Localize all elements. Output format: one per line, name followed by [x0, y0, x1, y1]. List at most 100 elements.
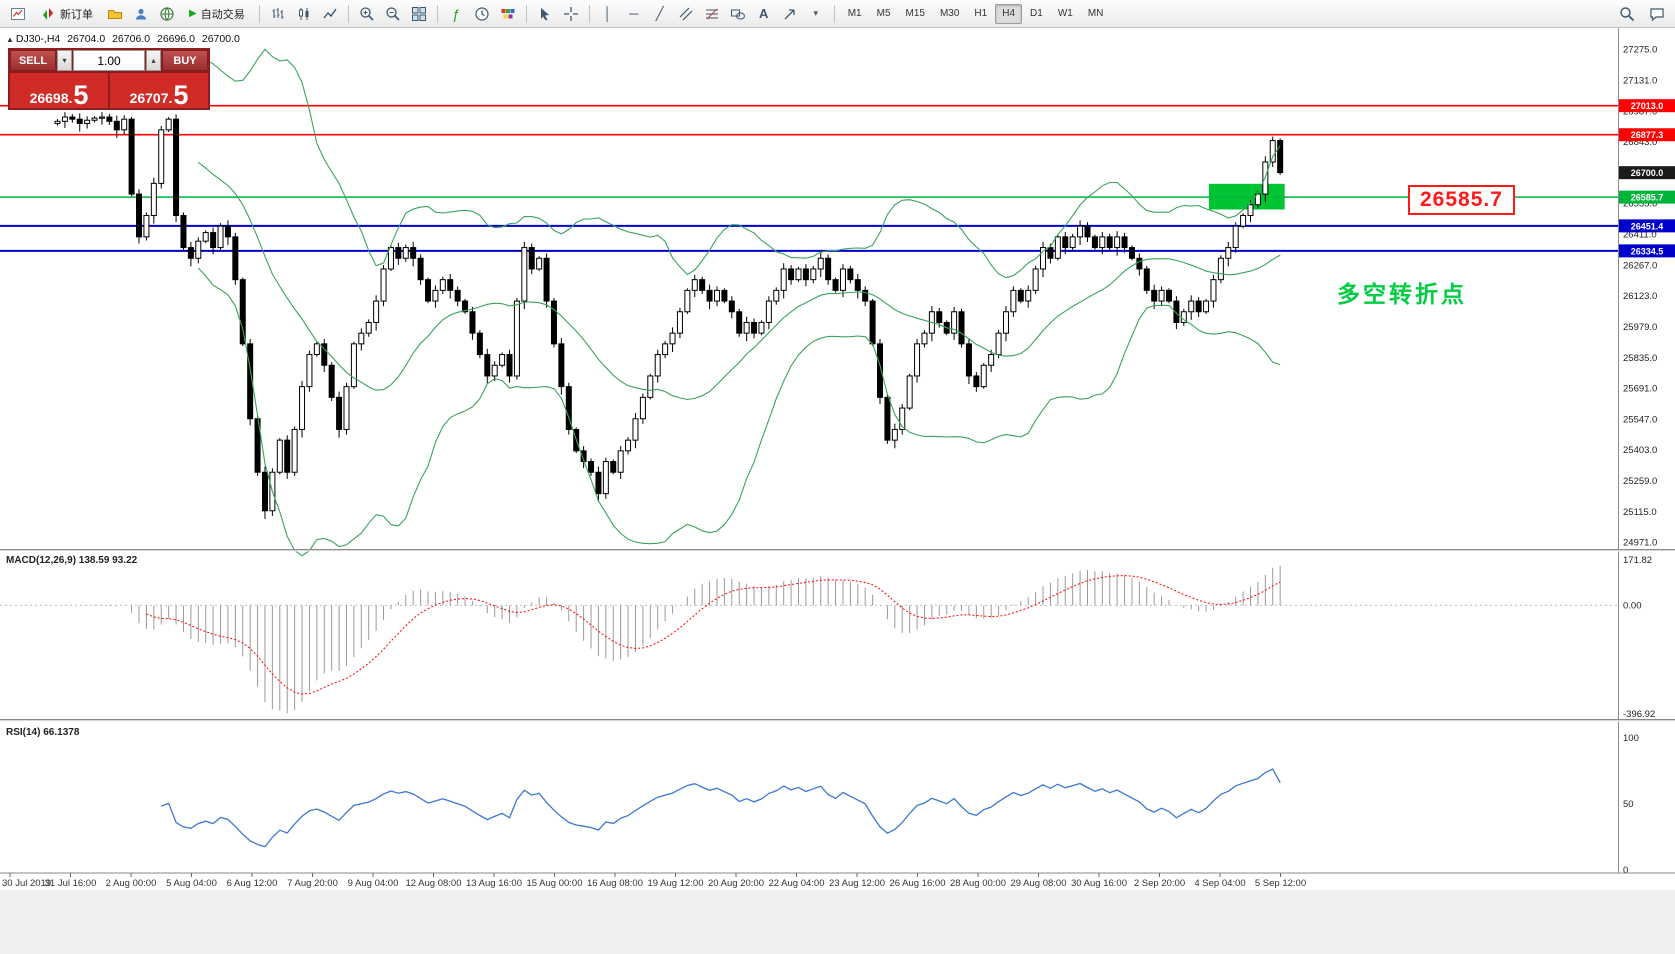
channel-icon [679, 7, 693, 20]
symbol-quote-line: ▲ DJ30-,H4 26704.0 26706.0 26696.0 26700.… [6, 33, 244, 45]
svg-text:26585.7: 26585.7 [1631, 193, 1664, 203]
svg-text:26123.0: 26123.0 [1623, 291, 1657, 302]
svg-text:25403.0: 25403.0 [1623, 445, 1657, 456]
community-button[interactable] [155, 3, 179, 25]
text-tool-icon: A [759, 6, 769, 21]
trendline-icon: ╱ [655, 6, 664, 21]
svg-text:26 Aug 16:00: 26 Aug 16:00 [890, 878, 946, 889]
svg-text:26411.0: 26411.0 [1623, 230, 1657, 241]
toolbar-separator [588, 4, 590, 23]
channel-button[interactable] [674, 3, 698, 25]
bars-chart-button[interactable] [266, 3, 290, 25]
volume-increase-button[interactable]: ▴ [146, 50, 161, 71]
svg-text:19 Aug 12:00: 19 Aug 12:00 [648, 878, 704, 889]
periods-button[interactable] [470, 3, 494, 25]
svg-text:13 Aug 16:00: 13 Aug 16:00 [466, 878, 522, 889]
line-chart-icon [323, 8, 337, 18]
one-click-trading-panel: SELL ▾ ▴ BUY 26698.5 26707.5 [8, 48, 210, 110]
zoom-out-icon [386, 6, 400, 21]
palette-icon [501, 8, 515, 18]
vertical-line-button[interactable]: │ [596, 3, 620, 25]
svg-text:171.82: 171.82 [1623, 555, 1652, 566]
timeframe-d1-button[interactable]: D1 [1023, 4, 1050, 24]
line-chart-button[interactable] [318, 3, 342, 25]
candles-chart-icon [298, 7, 309, 20]
arrow-tool-icon [784, 8, 795, 19]
symbol-marker-icon: ▲ [6, 35, 14, 44]
buy-price-box[interactable]: 26707. 5 [110, 73, 208, 108]
indicators-icon: ƒ [451, 5, 460, 22]
cursor-button[interactable] [533, 3, 557, 25]
volume-decrease-button[interactable]: ▾ [57, 50, 72, 71]
quote-low: 26696.0 [156, 33, 195, 45]
buy-button[interactable]: BUY [162, 50, 208, 71]
horizontal-line-button[interactable]: ─ [622, 3, 646, 25]
zoom-out-button[interactable] [381, 3, 405, 25]
crosshair-button[interactable] [559, 3, 583, 25]
chat-button[interactable] [1645, 3, 1669, 25]
auto-trading-play-icon: ▶ [189, 7, 197, 19]
search-button[interactable] [1615, 3, 1639, 25]
svg-text:-396.92: -396.92 [1623, 709, 1655, 720]
symbol-name: DJ30-,H4 [15, 33, 61, 45]
new-chart-button[interactable] [6, 3, 30, 25]
timeframe-m30-button[interactable]: M30 [933, 4, 966, 24]
timeframe-m15-button[interactable]: M15 [899, 4, 932, 24]
svg-text:30 Jul 2019: 30 Jul 2019 [2, 878, 51, 889]
svg-text:26700.0: 26700.0 [1631, 168, 1664, 178]
chart-window: 27275.027131.026987.026843.026699.026555… [0, 28, 1675, 954]
timeframe-m5-button[interactable]: M5 [870, 4, 898, 24]
svg-text:0.00: 0.00 [1623, 600, 1642, 611]
cursor-icon [540, 7, 549, 20]
zoom-in-button[interactable] [355, 3, 379, 25]
indicators-button[interactable]: ƒ [444, 3, 468, 25]
sell-button[interactable]: SELL [10, 50, 56, 71]
svg-text:29 Aug 08:00: 29 Aug 08:00 [1011, 878, 1067, 889]
objects-dropdown-button[interactable]: ▾ [804, 3, 828, 25]
svg-text:5 Aug 04:00: 5 Aug 04:00 [166, 878, 217, 889]
svg-text:27013.0: 27013.0 [1631, 101, 1664, 111]
new-order-button[interactable]: 新订单 [32, 3, 101, 25]
svg-text:2 Sep 20:00: 2 Sep 20:00 [1134, 878, 1185, 889]
bars-chart-icon [272, 7, 284, 19]
svg-text:9 Aug 04:00: 9 Aug 04:00 [348, 878, 399, 889]
buy-price-pips: 5 [173, 79, 189, 110]
arrows-tool-button[interactable] [778, 3, 802, 25]
profile-button[interactable] [129, 3, 153, 25]
timeframe-h4-button[interactable]: H4 [995, 3, 1023, 24]
sell-price-box[interactable]: 26698. 5 [10, 73, 108, 108]
timeframe-mn-button[interactable]: MN [1081, 4, 1111, 24]
svg-text:4 Sep 04:00: 4 Sep 04:00 [1194, 878, 1245, 889]
svg-text:25835.0: 25835.0 [1623, 353, 1657, 364]
tile-windows-button[interactable] [407, 3, 431, 25]
chart-canvas[interactable]: 27275.027131.026987.026843.026699.026555… [0, 28, 1675, 954]
timeframe-m1-button[interactable]: M1 [841, 4, 869, 24]
svg-text:26451.4: 26451.4 [1631, 221, 1664, 231]
template-button[interactable] [103, 3, 127, 25]
new-order-label: 新订单 [60, 8, 93, 21]
toolbar-separator [436, 4, 438, 23]
quote-high: 26706.0 [112, 33, 151, 45]
shapes-button[interactable] [726, 3, 750, 25]
quote-open: 26704.0 [67, 33, 106, 45]
auto-trading-button[interactable]: ▶ 自动交易 [181, 3, 253, 25]
svg-text:0: 0 [1623, 865, 1628, 876]
sell-price: 26698. [29, 89, 73, 106]
svg-text:15 Aug 00:00: 15 Aug 00:00 [527, 878, 583, 889]
fibonacci-button[interactable] [700, 3, 724, 25]
colors-button[interactable] [496, 3, 520, 25]
candles-chart-button[interactable] [292, 3, 316, 25]
turning-point-label: 多空转折点 [1337, 281, 1467, 307]
timeframe-w1-button[interactable]: W1 [1051, 4, 1080, 24]
text-tool-button[interactable]: A [752, 3, 776, 25]
auto-trading-label: 自动交易 [200, 8, 245, 21]
svg-text:7 Aug 20:00: 7 Aug 20:00 [287, 878, 338, 889]
volume-input[interactable] [73, 50, 145, 71]
svg-text:2 Aug 00:00: 2 Aug 00:00 [106, 878, 157, 889]
search-icon [1620, 6, 1635, 21]
svg-text:12 Aug 08:00: 12 Aug 08:00 [406, 878, 462, 889]
new-chart-icon [11, 7, 25, 20]
trendline-button[interactable]: ╱ [648, 3, 672, 25]
svg-text:27131.0: 27131.0 [1623, 75, 1657, 86]
timeframe-h1-button[interactable]: H1 [967, 4, 994, 24]
